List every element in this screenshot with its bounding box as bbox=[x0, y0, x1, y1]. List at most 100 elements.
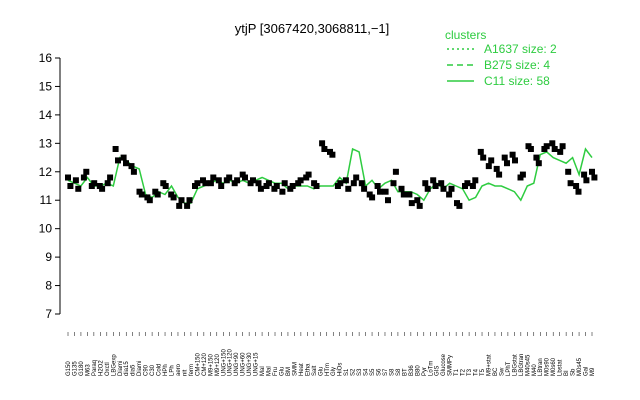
data-point bbox=[281, 180, 288, 187]
data-point bbox=[107, 174, 114, 181]
legend-title: clusters bbox=[445, 28, 486, 42]
data-point bbox=[575, 188, 582, 195]
data-point bbox=[75, 185, 82, 192]
x-tick-label: LPhT bbox=[506, 361, 512, 376]
x-tick-label: T4 bbox=[474, 368, 480, 376]
x-tick-label: B80 bbox=[415, 365, 421, 376]
x-tick-label: LBtran bbox=[538, 358, 544, 376]
data-point bbox=[358, 180, 365, 187]
data-point bbox=[255, 180, 262, 187]
data-point bbox=[477, 148, 484, 155]
data-point bbox=[565, 168, 572, 175]
x-tick-label: HPh bbox=[163, 364, 169, 376]
data-point bbox=[226, 174, 233, 181]
data-point bbox=[446, 191, 453, 198]
data-point bbox=[257, 185, 264, 192]
data-point bbox=[472, 177, 479, 184]
data-point bbox=[392, 168, 399, 175]
x-tick-label: ferm bbox=[189, 364, 195, 376]
data-point bbox=[464, 180, 471, 187]
x-tick-label: aero bbox=[176, 363, 182, 376]
data-point bbox=[448, 185, 455, 192]
x-tick-label: Diami bbox=[118, 361, 124, 376]
x-tick-label: LBGtran bbox=[519, 354, 525, 376]
data-point bbox=[218, 183, 225, 189]
data-point bbox=[305, 171, 312, 178]
y-tick-label: 16 bbox=[39, 51, 53, 65]
y-tick-label: 9 bbox=[45, 250, 52, 264]
data-point bbox=[406, 191, 413, 198]
data-point bbox=[128, 163, 135, 170]
data-point bbox=[321, 146, 328, 152]
data-point bbox=[178, 197, 185, 204]
data-point bbox=[265, 180, 272, 187]
x-tick-label: C30 bbox=[150, 364, 156, 376]
data-point bbox=[170, 194, 177, 201]
data-point bbox=[377, 188, 383, 195]
x-tick-label: G150 bbox=[66, 361, 72, 376]
x-tick-label: LBGstat bbox=[512, 354, 518, 376]
data-point bbox=[543, 143, 550, 150]
x-tick-label: Paraq bbox=[92, 360, 98, 376]
x-tick-label: Salt bbox=[312, 365, 318, 376]
data-point bbox=[279, 188, 286, 195]
data-point bbox=[535, 160, 542, 167]
data-point bbox=[337, 180, 344, 187]
x-tick-label: Oxctl bbox=[105, 362, 111, 376]
data-point bbox=[91, 180, 98, 187]
x-tick-label: G180 bbox=[79, 361, 85, 376]
data-point bbox=[416, 202, 423, 209]
x-tick-label: M9+150 bbox=[208, 353, 214, 376]
x-tick-label: M0s60 bbox=[551, 357, 557, 376]
data-point bbox=[512, 157, 518, 164]
data-point bbox=[488, 157, 495, 164]
data-point bbox=[350, 180, 357, 187]
y-tick-label: 10 bbox=[39, 222, 53, 236]
data-point bbox=[207, 180, 214, 187]
data-point bbox=[440, 185, 447, 192]
x-tick-label: S1 bbox=[344, 368, 350, 376]
x-tick-label: H2O2 bbox=[98, 360, 104, 376]
data-point bbox=[456, 202, 463, 209]
x-tick-label: S2 bbox=[351, 368, 357, 376]
data-point bbox=[353, 174, 360, 181]
x-tick-label: M63 bbox=[85, 364, 91, 376]
x-tick-label: S4 bbox=[364, 368, 370, 376]
x-tick-label: Heat bbox=[299, 363, 305, 376]
data-point bbox=[557, 148, 564, 155]
x-tick-label: Glucose bbox=[441, 353, 447, 376]
data-point bbox=[422, 180, 429, 187]
data-point bbox=[398, 185, 405, 192]
data-point bbox=[104, 180, 111, 187]
y-tick-label: 11 bbox=[40, 193, 53, 207]
data-point bbox=[342, 177, 349, 184]
data-point bbox=[480, 154, 487, 161]
data-point bbox=[382, 188, 389, 195]
data-point bbox=[493, 165, 500, 172]
data-point bbox=[501, 154, 508, 161]
chart-title: ytjP [3067420,3068811,−1] bbox=[235, 21, 390, 36]
x-tick-label: BC bbox=[493, 367, 499, 376]
data-point bbox=[591, 174, 598, 181]
data-point bbox=[162, 183, 169, 189]
data-point bbox=[469, 183, 476, 189]
x-tick-label: LPh bbox=[170, 365, 176, 376]
data-point bbox=[527, 146, 534, 152]
x-tick-label: GIS bbox=[435, 366, 441, 376]
legend: clusters A1637 size: 2 B275 size: 4 C11 si… bbox=[445, 28, 557, 88]
data-point bbox=[519, 171, 526, 178]
x-tick-label: LBGexp bbox=[111, 354, 117, 376]
y-tick-label: 15 bbox=[39, 79, 53, 93]
x-tick-label: Fru bbox=[273, 367, 279, 376]
x-tick-label: dia5 bbox=[131, 364, 137, 376]
x-tick-label: T1 bbox=[454, 368, 460, 376]
data-point bbox=[485, 163, 492, 170]
x-tick-label: T2 bbox=[461, 368, 467, 376]
data-point bbox=[345, 185, 352, 192]
x-tick-label: T3 bbox=[467, 368, 473, 376]
data-point bbox=[67, 183, 74, 189]
x-tick-label: Sb bbox=[571, 368, 577, 376]
data-point bbox=[184, 202, 191, 209]
data-point bbox=[250, 177, 256, 184]
x-tick-label: UNG+150 bbox=[221, 348, 227, 376]
